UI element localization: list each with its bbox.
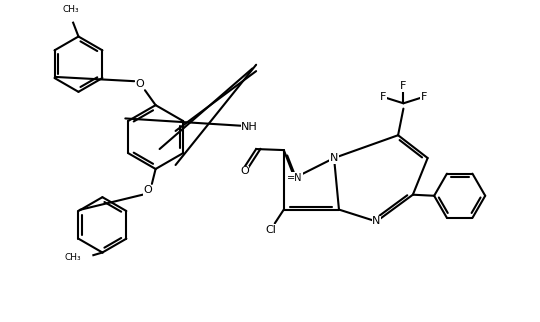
- Text: O: O: [240, 166, 249, 176]
- Text: CH₃: CH₃: [64, 253, 81, 262]
- Text: N: N: [372, 216, 381, 226]
- Text: Cl: Cl: [265, 225, 276, 235]
- Text: CH₃: CH₃: [62, 5, 79, 14]
- Text: NH: NH: [241, 122, 258, 132]
- Text: O: O: [143, 185, 152, 195]
- Text: N: N: [330, 153, 338, 163]
- Text: =N: =N: [287, 173, 302, 183]
- Text: F: F: [380, 92, 387, 102]
- Text: O: O: [136, 79, 144, 89]
- Text: F: F: [421, 92, 427, 102]
- Text: F: F: [400, 81, 407, 91]
